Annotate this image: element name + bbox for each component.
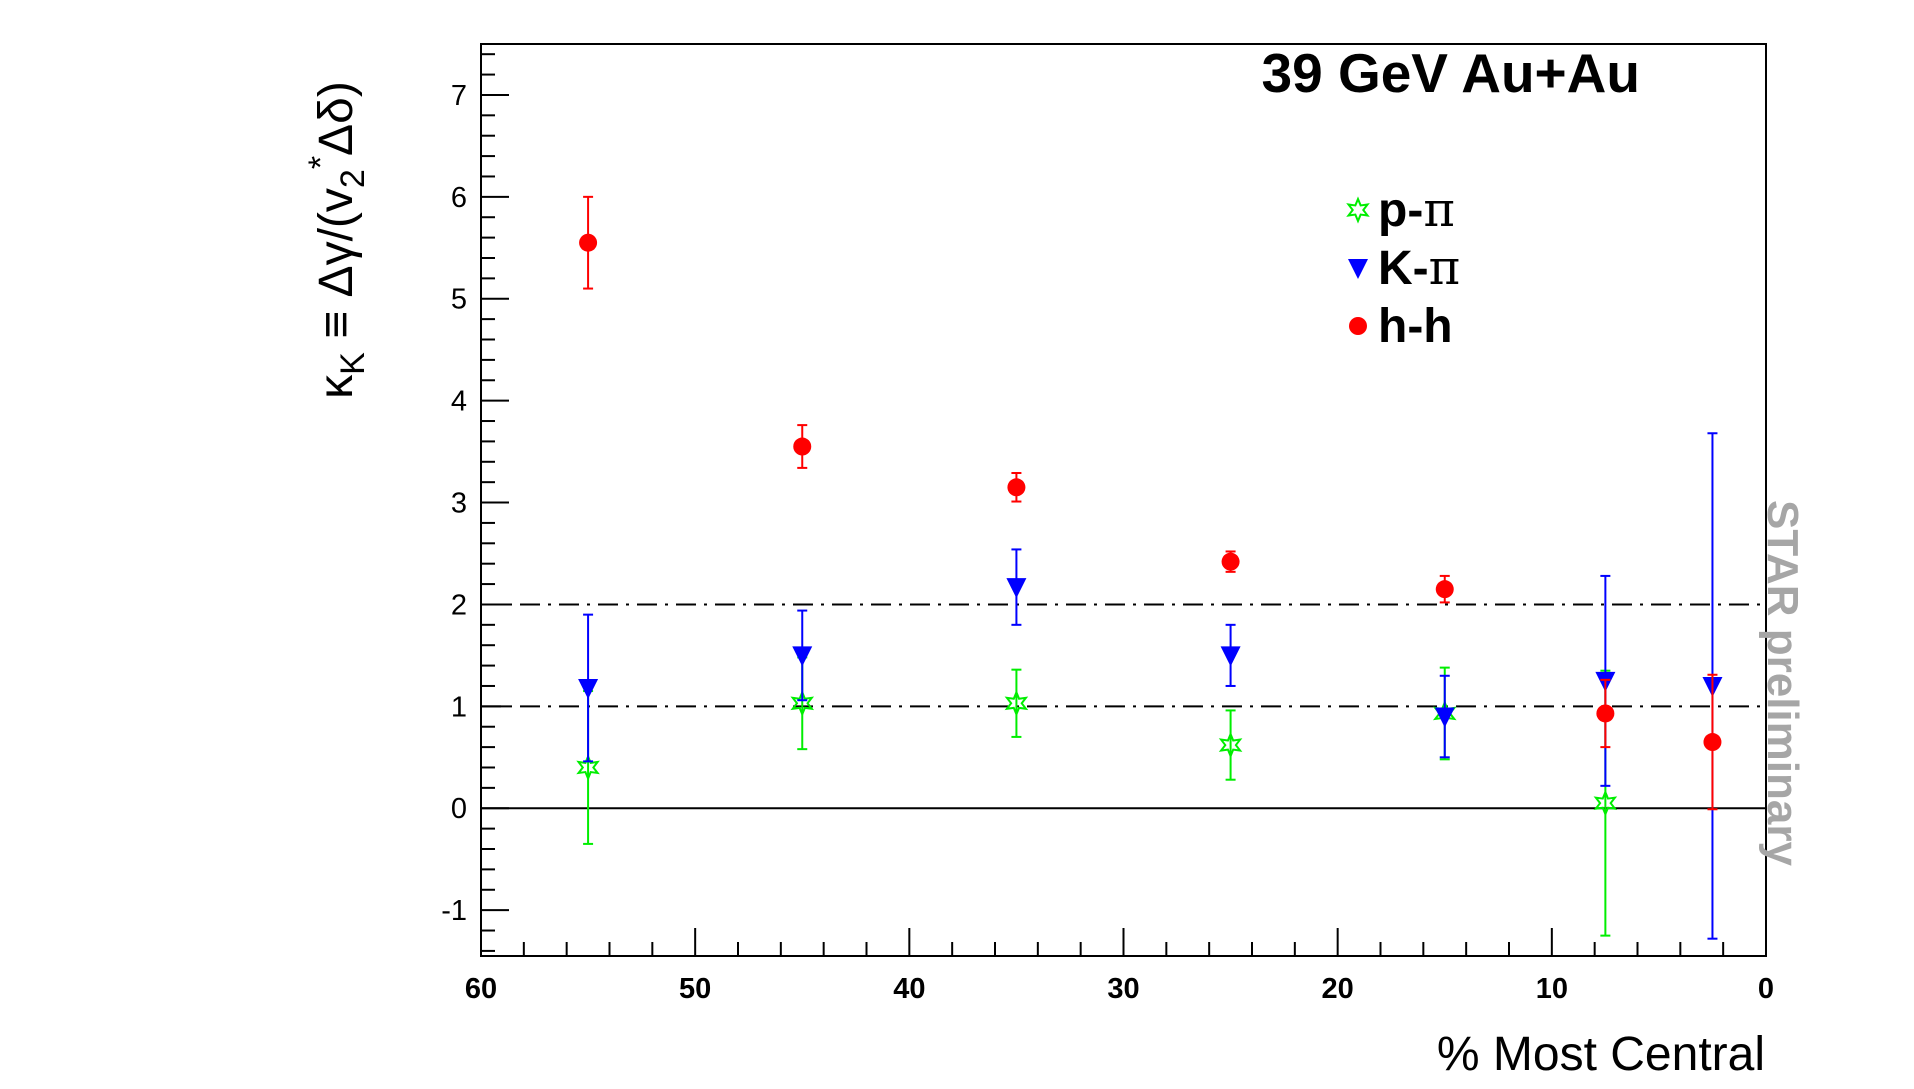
point-marker: [1218, 731, 1243, 759]
x-tick-label: 50: [679, 973, 711, 1005]
data-point: [578, 613, 599, 763]
x-tick-label: 30: [1107, 973, 1139, 1005]
y-axis-title-v-sub: 2: [334, 169, 372, 188]
point-marker: [1220, 646, 1241, 667]
data-point: [1703, 673, 1722, 811]
data-point: [1218, 709, 1243, 781]
data-point: [1220, 623, 1241, 687]
data-point: [1221, 550, 1240, 573]
reference-lines-layer: [481, 603, 1766, 810]
legend-item: h-h: [1349, 300, 1453, 353]
x-tick-label: 10: [1536, 973, 1568, 1005]
legend-marker: [1346, 196, 1370, 224]
point-marker: [793, 437, 812, 456]
plot-frame-layer: [480, 43, 1767, 957]
legend-label-text: h-h: [1378, 300, 1453, 353]
legend-label-text: p-: [1378, 184, 1423, 237]
x-tick-label: 20: [1322, 973, 1354, 1005]
y-tick-label: 7: [451, 80, 467, 112]
data-point: [579, 195, 598, 290]
y-axis-title: κK ≡ Δγ/(v2*Δδ): [302, 81, 372, 399]
legend-item: K-π: [1348, 240, 1460, 296]
y-axis-title-kappa: κ: [310, 374, 363, 399]
point-marker: [1703, 733, 1722, 752]
y-axis-title-kappa-sub: K: [334, 352, 372, 375]
data-point: [793, 424, 812, 469]
y-tick-label: 5: [451, 284, 467, 316]
point-marker: [792, 646, 813, 667]
plot-frame: [480, 43, 1767, 957]
y-tick-label: 1: [451, 691, 467, 723]
point-marker: [579, 233, 598, 252]
legend-label: p-π: [1378, 182, 1455, 238]
data-point: [1004, 668, 1029, 738]
y-axis-title-mid: ≡ Δγ/(v: [310, 188, 363, 352]
x-axis-title: % Most Central: [1437, 1028, 1765, 1081]
y-tick-label: -1: [441, 895, 467, 927]
point-marker: [1435, 580, 1454, 599]
y-tick-label: 3: [451, 488, 467, 520]
data-layer: [576, 195, 1723, 940]
point-marker: [1004, 689, 1029, 717]
y-tick-label: 2: [451, 589, 467, 621]
legend-marker: [1349, 317, 1367, 335]
y-tick-label: 4: [451, 386, 467, 418]
series-0: [576, 656, 1618, 937]
x-tick-label: 40: [893, 973, 925, 1005]
point-marker: [1006, 578, 1027, 599]
point-marker: [1221, 552, 1240, 571]
point-marker: [1593, 789, 1618, 817]
data-point: [1006, 548, 1027, 626]
y-tick-label: 0: [451, 793, 467, 825]
point-marker: [576, 753, 600, 782]
point-marker: [790, 689, 815, 717]
series-2: [579, 195, 1722, 811]
data-point: [792, 609, 813, 702]
legend-label-symbol: π: [1423, 182, 1455, 238]
data-point: [1434, 674, 1455, 759]
data-point: [1596, 678, 1615, 749]
legend-label-symbol: π: [1429, 240, 1461, 296]
legend-marker: [1348, 259, 1368, 279]
y-axis-title-tail: Δδ): [310, 81, 363, 156]
legend-label-text: K-: [1378, 242, 1429, 295]
axis-ticks-layer: -1 0 1 2 3 4 5 6 7 60 50 40 30 20 10 0: [441, 53, 1774, 1005]
chart-title: 39 GeV Au+Au: [1261, 42, 1640, 104]
legend: p-πK-πh-h: [1346, 182, 1460, 353]
x-tick-label: 60: [465, 973, 497, 1005]
y-axis-title-sup: *: [302, 156, 340, 169]
y-tick-label: 6: [451, 182, 467, 214]
legend-label: h-h: [1378, 300, 1453, 353]
x-tick-label: 0: [1758, 973, 1774, 1005]
point-marker: [1596, 704, 1615, 723]
point-marker: [1434, 707, 1455, 728]
data-point: [1007, 471, 1026, 503]
series-1: [578, 432, 1723, 940]
legend-item: p-π: [1346, 182, 1455, 238]
point-marker: [578, 679, 599, 700]
point-marker: [1007, 478, 1026, 497]
data-point: [1435, 574, 1454, 604]
watermark: STAR preliminary: [1758, 500, 1807, 866]
legend-label: K-π: [1378, 240, 1460, 296]
